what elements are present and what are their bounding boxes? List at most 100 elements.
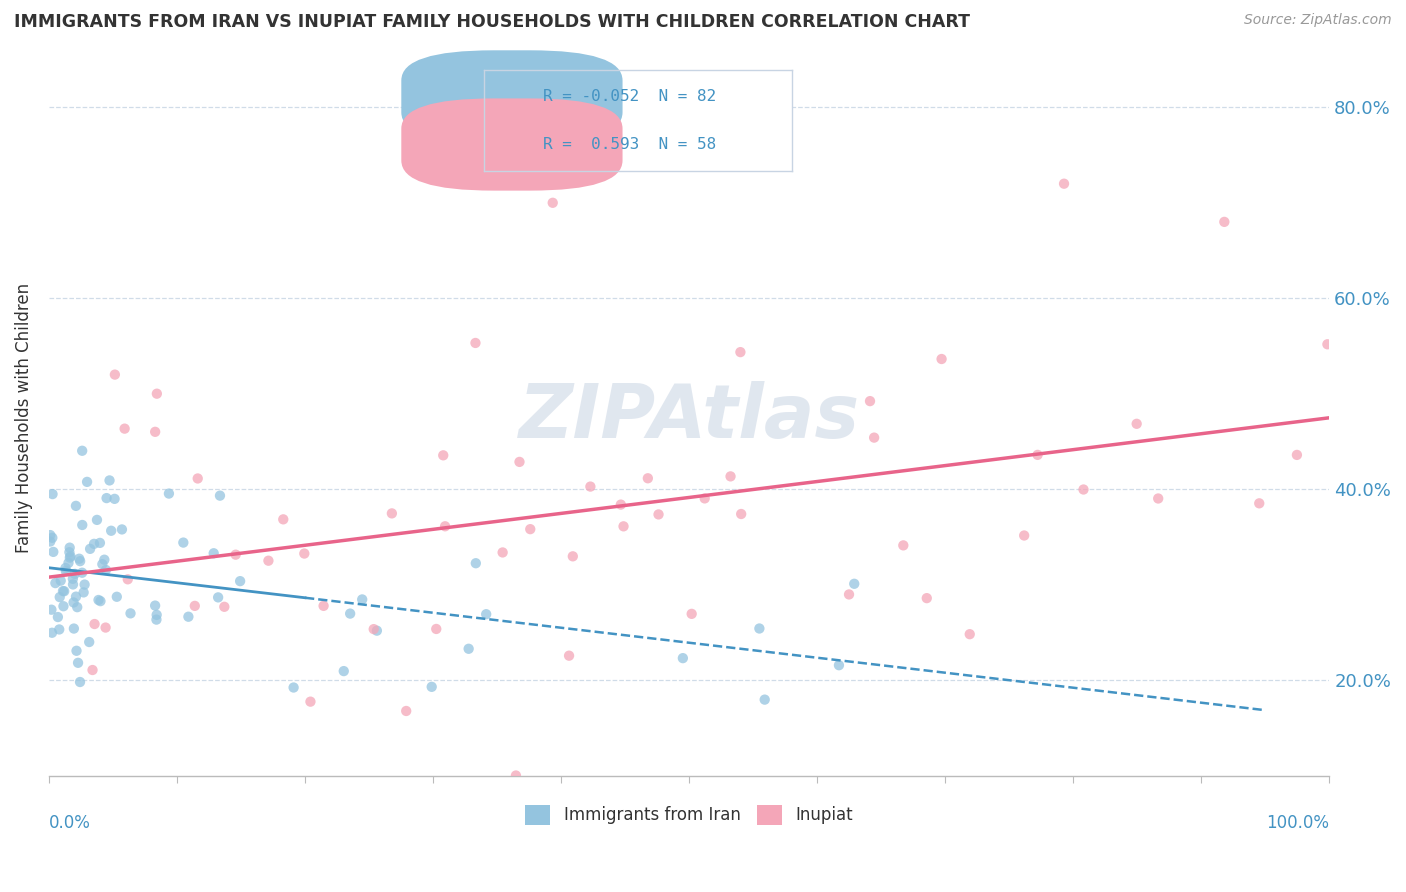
Point [332, 664, 354, 678]
Point [720, 469, 742, 483]
Point [748, 622, 770, 636]
Point [475, 607, 498, 622]
Point [55, 564, 77, 578]
Point [157, 486, 180, 500]
Point [561, 549, 583, 564]
Point [117, 572, 139, 586]
Point [69, 675, 91, 690]
Point [72, 518, 94, 533]
Text: 0.0%: 0.0% [49, 814, 91, 832]
Point [59, 541, 82, 555]
Point [541, 195, 564, 210]
Point [94, 563, 117, 577]
Text: ZIPAtlas: ZIPAtlas [519, 381, 859, 454]
Point [145, 607, 167, 622]
Point [120, 607, 142, 621]
Point [208, 489, 231, 503]
Point [312, 599, 335, 613]
Point [225, 548, 247, 562]
Point [67, 656, 90, 670]
Point [62, 572, 84, 586]
Point [48, 623, 70, 637]
Point [283, 681, 305, 695]
Point [39, 534, 62, 549]
Point [1125, 417, 1147, 431]
Point [931, 351, 953, 366]
Point [844, 576, 866, 591]
Point [83, 537, 105, 551]
Point [98, 474, 121, 488]
Point [63, 566, 86, 581]
Point [66, 600, 89, 615]
Point [52, 599, 75, 614]
Text: 100.0%: 100.0% [1267, 814, 1329, 832]
Point [87, 593, 110, 607]
Point [610, 498, 633, 512]
Point [89, 594, 111, 608]
Point [65, 590, 87, 604]
Point [1285, 448, 1308, 462]
Point [1053, 177, 1076, 191]
Point [72, 585, 94, 599]
Point [46, 610, 69, 624]
Point [730, 507, 752, 521]
Point [103, 491, 125, 506]
Point [77, 635, 100, 649]
Point [100, 524, 122, 538]
Point [395, 704, 418, 718]
Text: IMMIGRANTS FROM IRAN VS INUPIAT FAMILY HOUSEHOLDS WITH CHILDREN CORRELATION CHAR: IMMIGRANTS FROM IRAN VS INUPIAT FAMILY H… [14, 13, 970, 31]
Point [143, 425, 166, 439]
Point [94, 621, 117, 635]
Point [184, 599, 207, 613]
Point [62, 595, 84, 609]
Point [1012, 528, 1035, 542]
Point [86, 513, 108, 527]
Point [859, 394, 882, 409]
Point [49, 574, 72, 588]
Point [83, 617, 105, 632]
Point [1026, 448, 1049, 462]
Point [229, 574, 252, 589]
Point [647, 508, 669, 522]
Point [693, 491, 716, 506]
Point [39, 528, 62, 542]
Text: Source: ZipAtlas.com: Source: ZipAtlas.com [1244, 13, 1392, 28]
Point [730, 345, 752, 359]
Point [352, 592, 374, 607]
Legend: Immigrants from Iran, Inupiat: Immigrants from Iran, Inupiat [519, 798, 859, 831]
Point [111, 523, 134, 537]
Point [579, 479, 602, 493]
Point [44, 576, 66, 591]
Point [105, 590, 128, 604]
Point [271, 512, 294, 526]
Point [558, 648, 581, 663]
Point [457, 641, 479, 656]
Point [73, 577, 96, 591]
Point [491, 545, 513, 559]
Point [53, 584, 76, 599]
Point [41, 603, 63, 617]
Point [838, 587, 860, 601]
Point [1073, 483, 1095, 497]
Point [70, 566, 93, 580]
Point [145, 613, 167, 627]
Point [104, 368, 127, 382]
Point [89, 536, 111, 550]
Point [1213, 215, 1236, 229]
Point [41, 625, 63, 640]
Point [62, 577, 84, 591]
Point [464, 556, 486, 570]
Point [177, 609, 200, 624]
Point [42, 545, 65, 559]
Point [59, 549, 82, 564]
Point [366, 624, 388, 638]
Point [69, 554, 91, 568]
Point [58, 556, 80, 570]
Point [612, 519, 634, 533]
Point [143, 599, 166, 613]
Point [82, 663, 104, 677]
Point [79, 541, 101, 556]
Point [863, 431, 886, 445]
Point [114, 422, 136, 436]
Point [464, 335, 486, 350]
